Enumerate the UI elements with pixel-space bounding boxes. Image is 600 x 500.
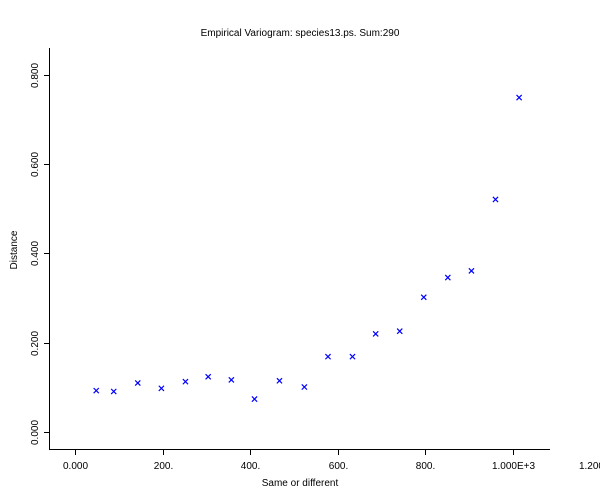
x-tick-label: 800. (416, 461, 435, 472)
x-tick-label: 1.200E+3 (579, 461, 600, 472)
data-point-marker (516, 94, 523, 101)
y-tick-label: 0.600 (30, 152, 41, 177)
x-tick-label: 200. (154, 461, 173, 472)
data-point-marker (228, 376, 235, 383)
data-point-marker (276, 377, 283, 384)
data-point-marker (158, 385, 165, 392)
y-ticks: 0.000 0.200 0.400 0.600 0.800 (30, 63, 49, 445)
y-tick-label: 0.200 (30, 331, 41, 356)
data-points (93, 94, 523, 403)
x-tick-label: 0.000 (63, 461, 88, 472)
data-point-marker (396, 328, 403, 335)
data-point-marker (134, 379, 141, 387)
data-point-marker (349, 353, 356, 360)
y-tick-label: 0.000 (30, 420, 41, 445)
data-point-marker (324, 353, 332, 360)
x-axis-label: Same or different (262, 478, 339, 489)
data-point-marker (420, 294, 427, 301)
data-point-marker (205, 373, 212, 380)
data-point-marker (110, 388, 117, 395)
x-tick-label: 1.000E+3 (492, 461, 536, 472)
y-tick-label: 0.800 (30, 63, 41, 88)
chart-title: Empirical Variogram: species13.ps. Sum:2… (201, 28, 400, 39)
data-point-marker (182, 378, 189, 385)
data-point-marker (251, 396, 258, 403)
data-point-marker (444, 274, 451, 281)
x-ticks: 0.000 200. 400. 600. 800. 1.000E+3 1.200E+3 (63, 450, 600, 472)
data-point-marker (93, 387, 100, 394)
data-point-marker (468, 267, 475, 274)
axes (49, 48, 550, 450)
x-tick-label: 400. (241, 461, 260, 472)
y-tick-label: 0.400 (30, 241, 41, 266)
data-point-marker (372, 330, 379, 337)
data-point-marker (301, 383, 308, 391)
x-tick-label: 600. (329, 461, 348, 472)
y-axis-label: Distance (9, 230, 20, 269)
data-point-marker (492, 196, 499, 203)
